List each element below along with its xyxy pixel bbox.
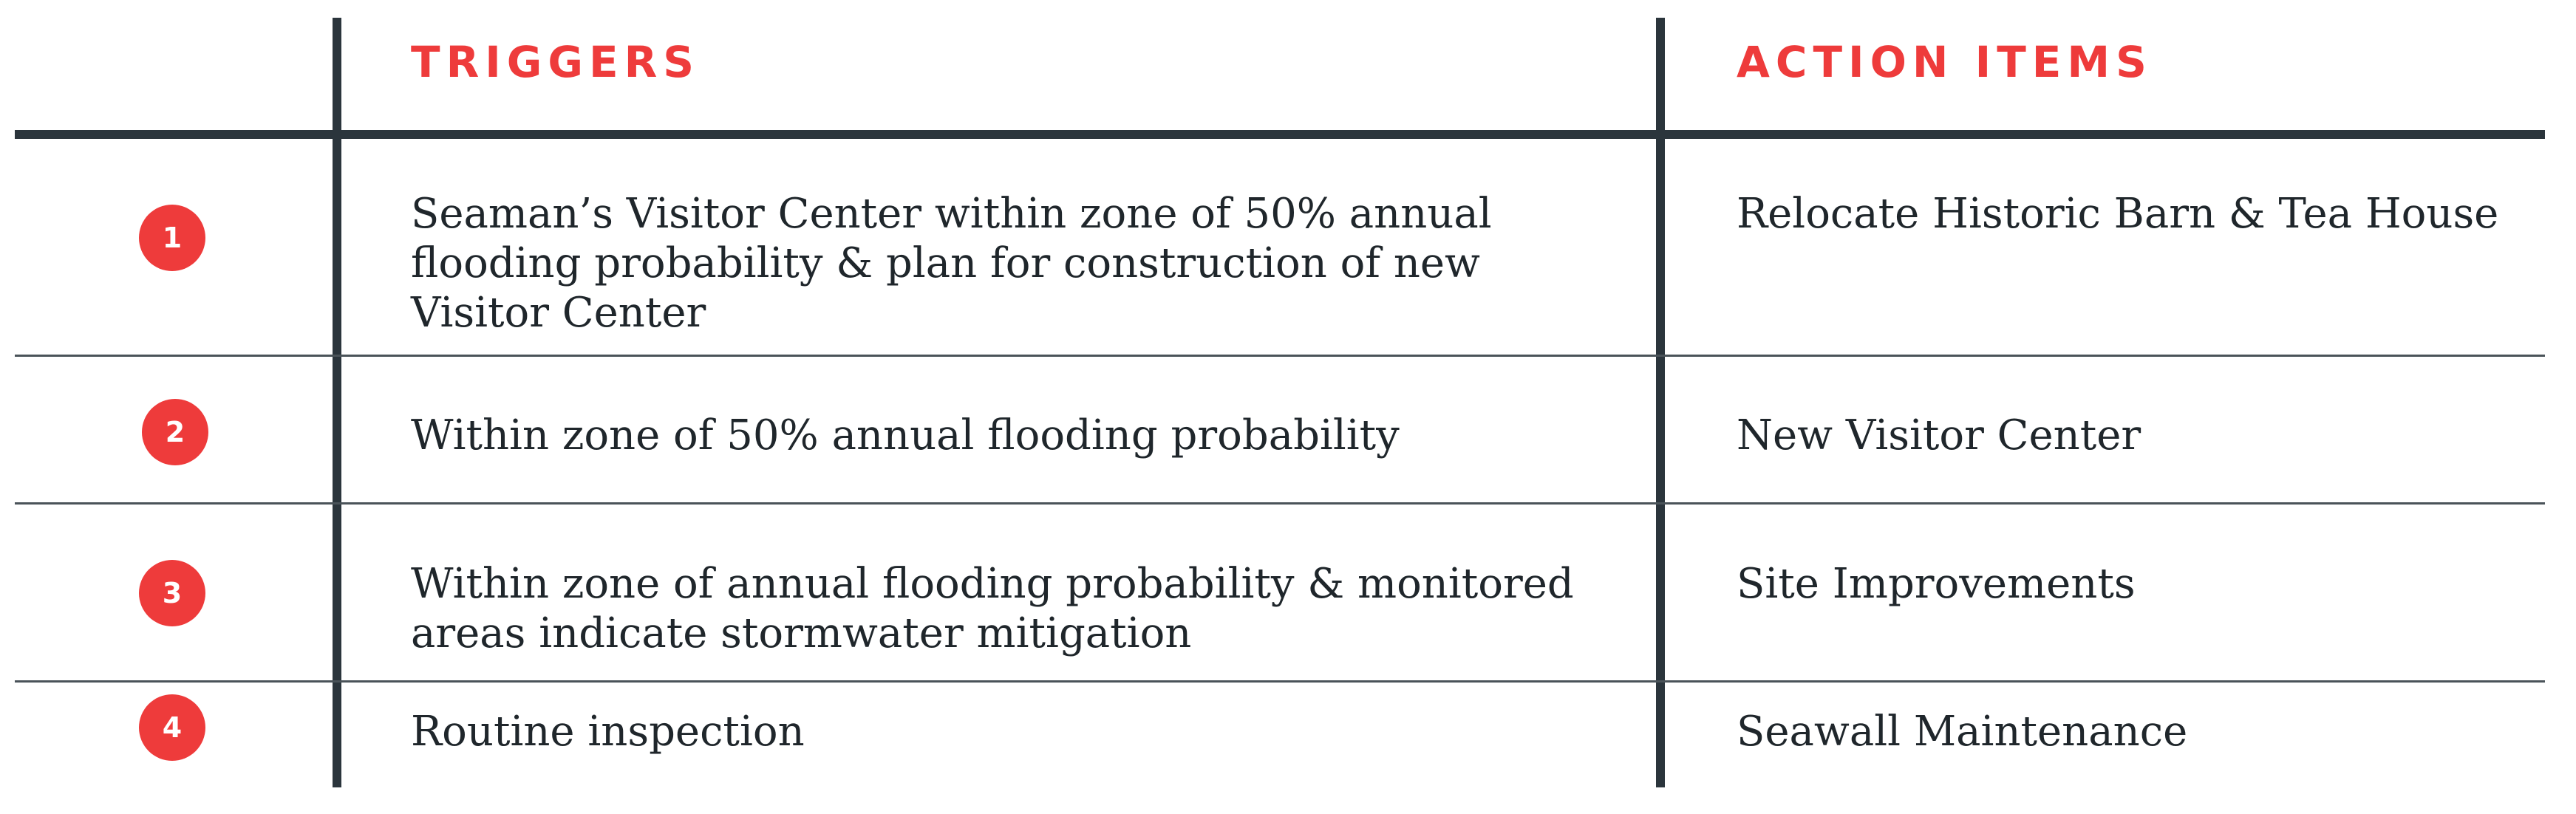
trigger-line: areas indicate stormwater mitigation <box>411 609 1192 657</box>
row-number-badge: 3 <box>139 560 205 626</box>
header-triggers: TRIGGERS <box>411 37 701 87</box>
trigger-line: Within zone of 50% annual flooding proba… <box>411 411 1400 459</box>
trigger-line: flooding probability & plan for construc… <box>411 239 1480 287</box>
trigger-text: Seaman’s Visitor Center within zone of 5… <box>411 189 1492 338</box>
trigger-line: Seaman’s Visitor Center within zone of 5… <box>411 190 1492 238</box>
row-number-badge: 4 <box>139 694 205 761</box>
row-divider <box>15 680 2545 683</box>
action-item-text: New Visitor Center <box>1737 411 2141 459</box>
trigger-line: Visitor Center <box>411 289 706 337</box>
trigger-line: Within zone of annual flooding probabili… <box>411 560 1574 608</box>
trigger-text: Within zone of annual flooding probabili… <box>411 559 1574 658</box>
column-divider-right <box>1656 18 1665 787</box>
row-divider <box>15 502 2545 505</box>
trigger-text: Routine inspection <box>411 707 805 756</box>
column-divider-left <box>333 18 341 787</box>
trigger-text: Within zone of 50% annual flooding proba… <box>411 411 1400 460</box>
row-number-badge: 1 <box>139 205 205 271</box>
action-item-text: Seawall Maintenance <box>1737 708 2188 756</box>
header-action-items: ACTION ITEMS <box>1737 37 2153 87</box>
action-item-text: Site Improvements <box>1737 560 2136 608</box>
action-item-text: Relocate Historic Barn & Tea House <box>1737 190 2499 238</box>
header-rule <box>15 130 2545 139</box>
row-number-badge: 2 <box>142 399 208 465</box>
row-divider <box>15 355 2545 357</box>
trigger-line: Routine inspection <box>411 708 805 756</box>
